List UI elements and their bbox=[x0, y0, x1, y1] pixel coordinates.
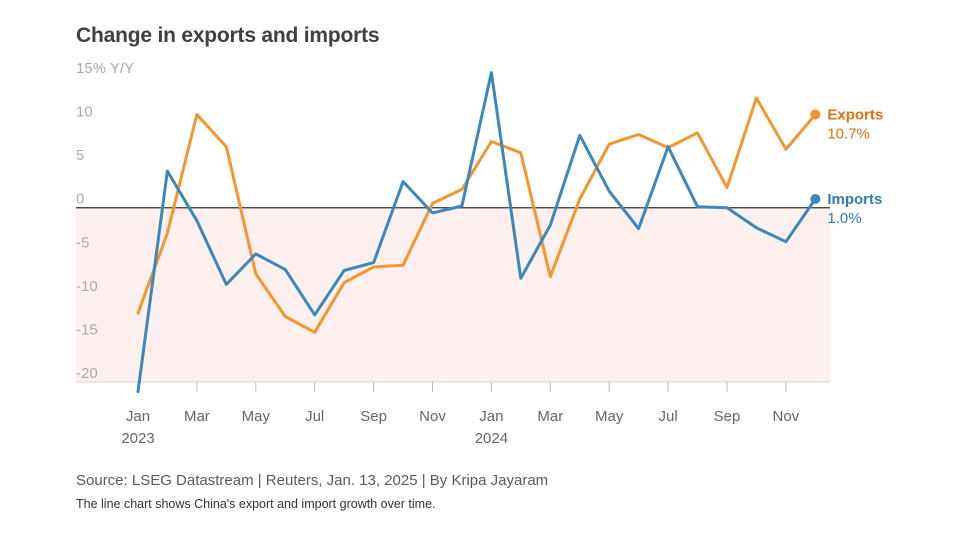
y-tick-label: 0 bbox=[76, 191, 84, 208]
y-axis: 15% Y/Y 10 5 0 -5 -10 -15 -20 bbox=[76, 60, 134, 382]
y-tick-label: -15 bbox=[76, 321, 98, 338]
x-tick-label: Jan bbox=[479, 408, 503, 425]
x-tick-label: May bbox=[242, 408, 271, 425]
series-name-exports: Exports bbox=[827, 106, 883, 123]
x-tick-label: Jul bbox=[305, 408, 324, 425]
x-tick-year: 2024 bbox=[475, 430, 508, 447]
y-tick-label: 15% Y/Y bbox=[76, 60, 134, 77]
series-value-imports: 1.0% bbox=[827, 210, 861, 227]
chart-title: Change in exports and imports bbox=[76, 24, 380, 47]
x-tick-label: Sep bbox=[360, 408, 387, 425]
y-tick-label: -20 bbox=[76, 365, 98, 382]
end-point-exports bbox=[810, 109, 821, 120]
y-tick-label: 10 bbox=[76, 104, 93, 121]
x-tick-label: May bbox=[595, 408, 624, 425]
x-tick-label: Sep bbox=[714, 408, 741, 425]
y-tick-label: 5 bbox=[76, 147, 84, 164]
negative-shading bbox=[76, 207, 830, 382]
chart-caption: The line chart shows China's export and … bbox=[76, 497, 436, 511]
series-line-imports bbox=[136, 71, 817, 394]
y-tick-label: -10 bbox=[76, 278, 98, 295]
x-tick-year: 2023 bbox=[121, 430, 154, 447]
series-value-exports: 10.7% bbox=[827, 125, 870, 142]
x-tick-label: Jul bbox=[659, 408, 678, 425]
x-tick-label: Nov bbox=[419, 408, 446, 425]
source-note: Source: LSEG Datastream | Reuters, Jan. … bbox=[76, 472, 549, 489]
x-tick-label: Mar bbox=[184, 408, 210, 425]
y-tick-label: -5 bbox=[76, 234, 89, 251]
x-tick-label: Nov bbox=[773, 408, 800, 425]
x-tick-label: Jan bbox=[126, 408, 150, 425]
x-axis: Jan 2023 Mar May Jul Sep Nov Jan 2024 Mar May Jul Se… bbox=[76, 381, 830, 447]
series-name-imports: Imports bbox=[827, 191, 882, 208]
end-point-imports bbox=[810, 194, 821, 204]
series-line-exports bbox=[136, 96, 817, 334]
series-lines bbox=[136, 71, 821, 394]
negative-region bbox=[76, 207, 830, 382]
x-tick-label: Mar bbox=[537, 408, 563, 425]
series-end-labels: Exports 10.7% Imports 1.0% bbox=[827, 106, 883, 227]
